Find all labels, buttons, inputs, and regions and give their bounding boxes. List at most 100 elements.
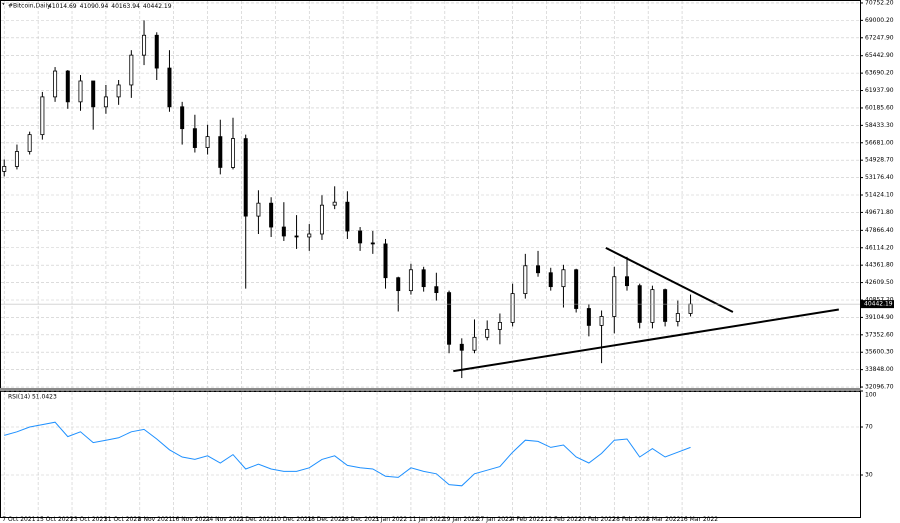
y-tick-label: 49671.80 bbox=[865, 209, 894, 216]
x-tick-label: 10 Dec 2021 bbox=[273, 516, 312, 523]
panel-separator bbox=[0, 388, 861, 391]
header-value: 40163.94 bbox=[111, 3, 140, 10]
y-tick-label: 30 bbox=[865, 472, 873, 479]
candle-body bbox=[180, 106, 185, 130]
y-tick-label: 65442.90 bbox=[865, 52, 894, 59]
x-tick-label: 2 Dec 2021 bbox=[239, 516, 274, 523]
candle-body bbox=[65, 70, 70, 103]
x-tick-label: 11 Jan 2022 bbox=[409, 516, 445, 523]
candle-body bbox=[574, 269, 579, 309]
candle-body bbox=[256, 202, 261, 217]
candle-body bbox=[40, 96, 45, 136]
y-tick-label: 69000.20 bbox=[865, 17, 894, 24]
y-tick-label: 46114.20 bbox=[865, 244, 894, 251]
x-tick-label: 7 Oct 2021 bbox=[2, 516, 35, 523]
rsi-line bbox=[4, 421, 691, 487]
candle-body bbox=[27, 134, 32, 152]
trendline bbox=[453, 308, 839, 373]
candle-body bbox=[205, 136, 210, 148]
y-tick-label: 54928.70 bbox=[865, 157, 894, 164]
y-tick-label: 63690.20 bbox=[865, 70, 894, 77]
rsi-title: RSI(14) 51.0423 bbox=[8, 394, 57, 401]
y-tick-label: 37352.60 bbox=[865, 331, 894, 338]
candle-body bbox=[370, 242, 375, 245]
candle-body bbox=[116, 84, 121, 98]
candle-body bbox=[497, 322, 502, 330]
candle-body bbox=[358, 230, 363, 244]
y-tick-label: 42609.50 bbox=[865, 279, 894, 286]
y-tick-label: 39104.90 bbox=[865, 314, 894, 321]
y-tick-label: 53176.40 bbox=[865, 174, 894, 181]
title-marker bbox=[2, 3, 5, 5]
y-tick-label: 47866.40 bbox=[865, 227, 894, 234]
x-tick-label: 19 Jan 2022 bbox=[443, 516, 479, 523]
candle-body bbox=[472, 336, 477, 351]
candle-body bbox=[396, 277, 401, 292]
candle-body bbox=[218, 136, 223, 168]
candle-body bbox=[78, 80, 83, 103]
candle-body bbox=[536, 265, 541, 274]
candle-body bbox=[142, 34, 147, 56]
candle-body bbox=[281, 226, 286, 237]
candle-body bbox=[294, 235, 299, 238]
candle-body bbox=[434, 286, 439, 294]
candle-body bbox=[599, 316, 604, 326]
x-tick-label: 31 Oct 2021 bbox=[104, 516, 141, 523]
candle-body bbox=[523, 265, 528, 295]
candle-body bbox=[447, 292, 452, 345]
chart-title: #Bitcoin,Daily bbox=[8, 3, 51, 10]
candle-body bbox=[675, 313, 680, 322]
x-tick-label: 3 Jan 2022 bbox=[375, 516, 407, 523]
candle-body bbox=[307, 233, 312, 238]
y-tick-label: 70752.20 bbox=[865, 0, 894, 6]
price-tag-label: 40442.19 bbox=[864, 301, 893, 308]
candle-body bbox=[383, 243, 388, 279]
x-tick-label: 16 Mar 2022 bbox=[680, 516, 718, 523]
price-tag bbox=[861, 300, 894, 309]
x-tick-label: 4 Feb 2022 bbox=[511, 516, 545, 523]
x-tick-label: 24 Nov 2021 bbox=[206, 516, 245, 523]
x-tick-label: 27 Jan 2022 bbox=[477, 516, 513, 523]
candle-body bbox=[561, 269, 566, 288]
candle-body bbox=[624, 276, 629, 287]
x-tick-label: 26 Dec 2021 bbox=[341, 516, 380, 523]
candle-body bbox=[510, 293, 515, 323]
candle-body bbox=[319, 204, 324, 235]
rsi-panel-frame bbox=[0, 391, 861, 518]
candle-body bbox=[408, 269, 413, 292]
x-tick-label: 8 Nov 2021 bbox=[138, 516, 173, 523]
x-tick-label: 16 Nov 2021 bbox=[172, 516, 211, 523]
candle-body bbox=[53, 70, 58, 98]
x-tick-label: 18 Dec 2021 bbox=[307, 516, 346, 523]
candle-body bbox=[650, 289, 655, 323]
x-tick-label: 23 Oct 2021 bbox=[70, 516, 107, 523]
candle-body bbox=[129, 54, 134, 86]
header-value: 40442.19 bbox=[143, 3, 172, 10]
header-value: 41014.69 bbox=[48, 3, 77, 10]
candle-body bbox=[485, 328, 490, 338]
x-tick-label: 28 Feb 2022 bbox=[612, 516, 650, 523]
candle-body bbox=[243, 138, 248, 217]
candle-body bbox=[14, 151, 19, 167]
candle-body bbox=[154, 34, 159, 69]
candle-body bbox=[612, 276, 617, 317]
candle-body bbox=[91, 80, 96, 108]
candle-body bbox=[231, 138, 236, 168]
candle-body bbox=[421, 269, 426, 288]
candle-body bbox=[688, 303, 693, 314]
y-tick-label: 67247.90 bbox=[865, 34, 894, 41]
x-tick-label: 15 Oct 2021 bbox=[36, 516, 73, 523]
candle-body bbox=[663, 289, 668, 322]
y-tick-label: 61937.90 bbox=[865, 87, 894, 94]
header-values: 41014.69 41090.94 40163.94 40442.19 bbox=[48, 3, 172, 10]
y-tick-label: 60185.60 bbox=[865, 104, 894, 111]
y-tick-label: 100 bbox=[865, 392, 877, 399]
candle-body bbox=[332, 201, 337, 206]
y-tick-label: 44361.80 bbox=[865, 262, 894, 269]
candle-body bbox=[459, 343, 464, 351]
x-tick-label: 8 Mar 2022 bbox=[646, 516, 680, 523]
candle-body bbox=[103, 96, 108, 108]
y-tick-label: 33848.00 bbox=[865, 366, 894, 373]
candle-body bbox=[269, 202, 274, 228]
y-tick-label: 56681.00 bbox=[865, 139, 894, 146]
